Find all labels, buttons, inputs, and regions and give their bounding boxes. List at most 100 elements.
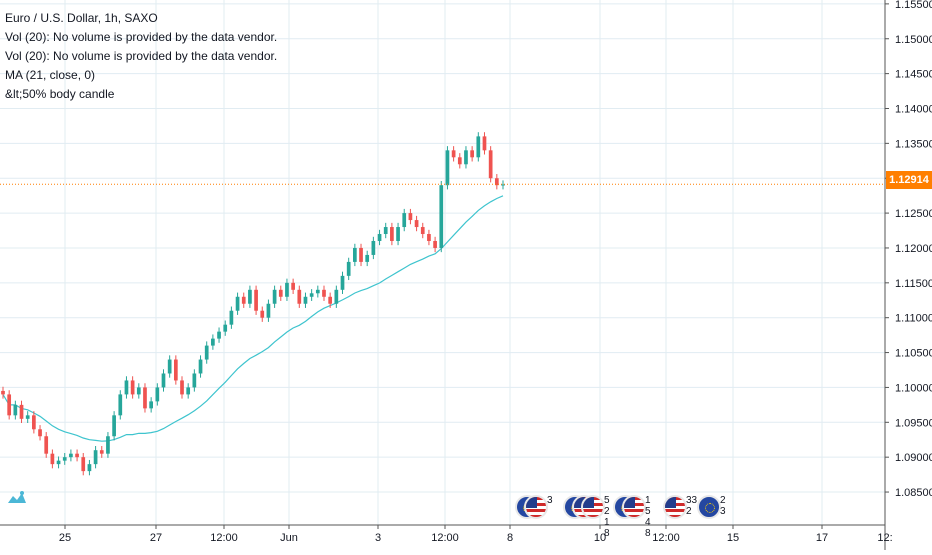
candle-body	[81, 457, 86, 472]
candle-body	[260, 310, 265, 318]
chart-legend: Euro / U.S. Dollar, 1h, SAXO Vol (20): N…	[5, 9, 277, 104]
candle-body	[130, 380, 135, 395]
y-tick-label: 1.10000	[895, 382, 932, 394]
candle-body	[44, 436, 49, 454]
candle-body	[1, 390, 5, 395]
candle-body	[112, 415, 116, 437]
candle-body	[106, 436, 110, 454]
candle-body	[149, 401, 153, 409]
us-flag-icon	[581, 495, 605, 519]
candle-body	[457, 157, 462, 165]
candle-body	[186, 387, 191, 395]
candle-body	[62, 457, 67, 461]
candle-body	[25, 415, 30, 419]
candle-body	[167, 359, 172, 374]
candle-body	[433, 240, 437, 248]
event-count: 2 3	[720, 495, 726, 517]
legend-moving-average[interactable]: MA (21, close, 0)	[5, 68, 96, 82]
ma-layer	[2, 195, 504, 442]
legend-volume-1[interactable]: Vol (20): No volume is provided by the d…	[5, 30, 278, 44]
candle-body	[303, 296, 308, 304]
candle-body	[427, 234, 431, 241]
y-tick-label: 1.09500	[895, 417, 932, 429]
candle-body	[173, 359, 178, 381]
moving-average-line	[2, 195, 504, 442]
candle-body	[124, 380, 129, 395]
x-axis[interactable]: 25 27 12:00 Jun 3 12:00 8 10 12:00 15 17 12:	[59, 525, 893, 544]
candle-body	[359, 247, 363, 262]
candle-body	[118, 394, 123, 416]
candle-body	[248, 289, 252, 304]
candle-body	[87, 464, 92, 472]
candle-body	[180, 380, 184, 395]
candle-body	[192, 373, 197, 388]
candle-body	[69, 453, 73, 458]
grid	[0, 0, 885, 525]
x-tick-label: 8	[507, 532, 513, 544]
event-count: 33 2	[686, 495, 698, 517]
candle-body	[414, 220, 419, 228]
candle-body	[322, 289, 326, 297]
candle-body	[32, 415, 36, 430]
x-tick-label: 17	[816, 532, 828, 544]
candle-body	[346, 261, 351, 276]
y-tick-label: 1.13500	[895, 138, 932, 150]
y-tick-label: 1.08500	[895, 487, 932, 499]
x-tick-label: 12:00	[652, 532, 680, 544]
axis-frame	[0, 0, 886, 550]
candle-body	[420, 227, 425, 235]
candle-body	[439, 185, 444, 248]
candle-body	[93, 450, 98, 465]
y-tick-label: 1.15500	[895, 0, 932, 11]
candle-body	[99, 450, 104, 454]
x-tick-label: 12:00	[210, 532, 238, 544]
candle-body	[328, 296, 333, 304]
candle-body	[198, 359, 203, 374]
candle-body	[476, 136, 481, 158]
candle-body	[334, 289, 339, 304]
candle-body	[309, 293, 314, 297]
legend-title[interactable]: Euro / U.S. Dollar, 1h, SAXO	[5, 11, 158, 25]
candles	[1, 132, 505, 476]
candle-body	[470, 150, 474, 158]
candle-body	[7, 394, 12, 416]
candle-body	[390, 227, 394, 241]
y-tick-label: 1.14500	[895, 69, 932, 81]
y-tick-label: 1.14000	[895, 103, 932, 115]
candle-body	[445, 150, 450, 186]
candle-body	[50, 453, 55, 465]
x-tick-label: 3	[375, 532, 381, 544]
candle-body	[494, 178, 499, 186]
candle-body	[408, 213, 413, 221]
eu-flag-icon	[697, 495, 721, 519]
candle-body	[278, 289, 283, 297]
candle-body	[353, 247, 357, 262]
candle-body	[229, 310, 234, 325]
us-flag-icon	[663, 495, 687, 519]
y-tick-label: 1.09000	[895, 452, 932, 464]
tradingview-logo-icon[interactable]	[6, 487, 28, 509]
candle-body	[383, 227, 388, 235]
event-count: 5 2 1 8	[604, 495, 610, 539]
y-tick-label: 1.11000	[895, 313, 932, 325]
event-count: 3	[547, 495, 553, 506]
candle-body	[365, 254, 370, 262]
x-tick-label: 12:00	[431, 532, 459, 544]
candle-body	[377, 234, 382, 241]
candle-body	[371, 240, 376, 255]
candle-body	[451, 150, 456, 158]
last-price-badge: 1.12914	[886, 171, 932, 189]
candle-body	[297, 289, 302, 304]
event-count: 1 5 4 8	[645, 495, 651, 539]
legend-volume-2[interactable]: Vol (20): No volume is provided by the d…	[5, 49, 278, 63]
candle-body	[223, 324, 228, 332]
y-axis[interactable]: 1.08500 1.09000 1.09500 1.10000 1.10500 1.110…	[885, 0, 932, 499]
candle-body	[56, 460, 61, 465]
y-tick-label: 1.12000	[895, 243, 932, 255]
candle-body	[488, 150, 493, 179]
legend-body-candle[interactable]: &lt;50% body candle	[5, 87, 115, 101]
candle-body	[241, 296, 246, 304]
candle-body	[482, 136, 487, 151]
